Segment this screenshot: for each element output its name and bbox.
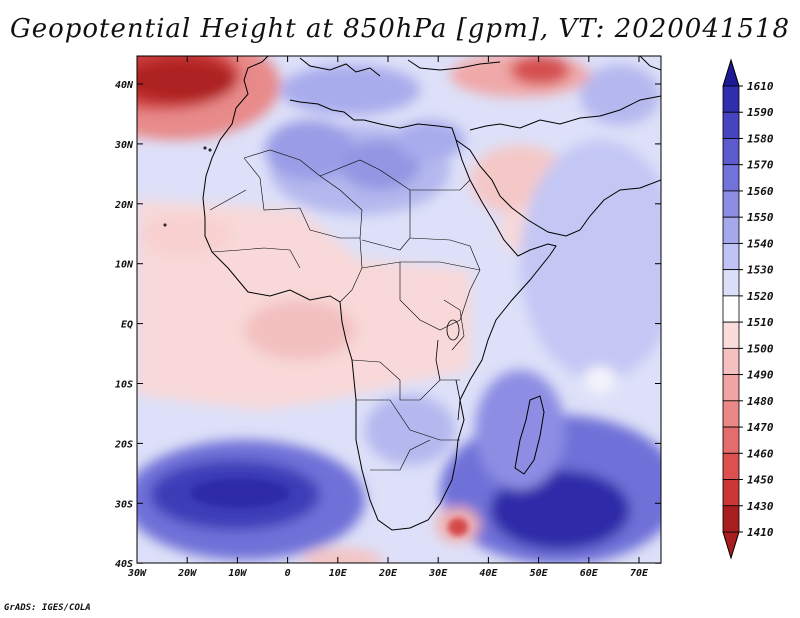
lat-label: 10N <box>115 260 134 271</box>
colorbar-swatch <box>722 243 740 271</box>
colorbar-swatch <box>722 400 740 428</box>
colorbar-swatch <box>722 111 740 139</box>
lon-label: 0 <box>285 568 291 579</box>
colorbar-swatch <box>722 374 740 402</box>
colorbar-label: 1480 <box>747 395 774 408</box>
colorbar-arrow-top <box>722 58 740 87</box>
colorbar-swatch <box>722 85 740 113</box>
colorbar-swatch <box>722 269 740 297</box>
plot-frame <box>136 55 662 564</box>
lat-label: 40S <box>115 559 133 570</box>
lon-label: 40E <box>479 568 498 579</box>
lat-axis: 40N 30N 20N 10N EQ 10S 20S 30S 40S <box>114 80 661 570</box>
colorbar-swatch <box>722 452 740 480</box>
colorbar-label: 1510 <box>747 316 774 329</box>
map-title: Geopotential Height at 850hPa [gpm], VT:… <box>9 14 791 44</box>
lon-label: 30W <box>127 568 147 579</box>
colorbar-swatch <box>722 321 740 349</box>
colorbar-label: 1610 <box>747 80 774 93</box>
colorbar-swatch <box>722 295 740 323</box>
colorbar-label: 1430 <box>747 500 774 513</box>
lon-label: 60E <box>580 568 599 579</box>
colorbar-swatch <box>722 138 740 166</box>
lon-axis: 30W 20W 10W 0 10E 20E 30E 40E 50E 60E 70E <box>127 56 649 579</box>
lon-label: 10W <box>228 568 247 579</box>
colorbar-label: 1590 <box>747 106 774 119</box>
colorbar-label: 1450 <box>747 474 774 487</box>
lat-label: 30N <box>114 140 134 151</box>
colorbar-label: 1570 <box>747 159 774 172</box>
colorbar-label: 1560 <box>747 185 774 198</box>
lat-label: 30S <box>114 499 133 510</box>
colorbar-label: 1550 <box>747 211 774 224</box>
colorbar-label: 1540 <box>747 237 774 250</box>
lakes <box>435 319 461 421</box>
colorbar-arrow-bottom <box>722 531 740 560</box>
geopotential-field <box>137 56 661 563</box>
colorbar-label: 1530 <box>747 264 774 277</box>
lon-label: 50E <box>530 568 549 579</box>
colorbar-swatch <box>722 190 740 218</box>
colorbar-swatch <box>722 479 740 507</box>
lat-label: 40N <box>115 80 134 91</box>
grads-credit: GrADS: IGES/COLA <box>4 603 91 613</box>
colorbar-swatch <box>722 216 740 244</box>
colorbar-label: 1410 <box>747 526 774 539</box>
colorbar-swatch <box>722 505 740 533</box>
lat-label: 20N <box>114 200 134 211</box>
lon-label: 30E <box>428 568 448 579</box>
country-borders <box>209 149 481 471</box>
lat-label: 20S <box>114 439 133 450</box>
colorbar-label: 1470 <box>747 421 774 434</box>
colorbar-label: 1500 <box>747 342 774 355</box>
lon-label: 20E <box>378 568 398 579</box>
color-bar: 1610 1590 1580 1570 1560 1550 1540 1530 1520 1510… <box>722 58 774 560</box>
colorbar-swatch <box>722 164 740 192</box>
colorbar-label: 1460 <box>747 447 774 460</box>
lat-label: 10S <box>115 380 133 391</box>
colorbar-label: 1520 <box>747 290 774 303</box>
colorbar-swatch <box>722 426 740 454</box>
lon-label: 20W <box>177 568 197 579</box>
lon-label: 70E <box>630 568 649 579</box>
colorbar-label: 1580 <box>747 132 774 145</box>
colorbar-swatch <box>722 347 740 375</box>
lat-label: EQ <box>121 320 133 331</box>
lon-label: 10E <box>329 568 348 579</box>
coastlines <box>163 56 661 531</box>
colorbar-label: 1490 <box>747 369 774 382</box>
